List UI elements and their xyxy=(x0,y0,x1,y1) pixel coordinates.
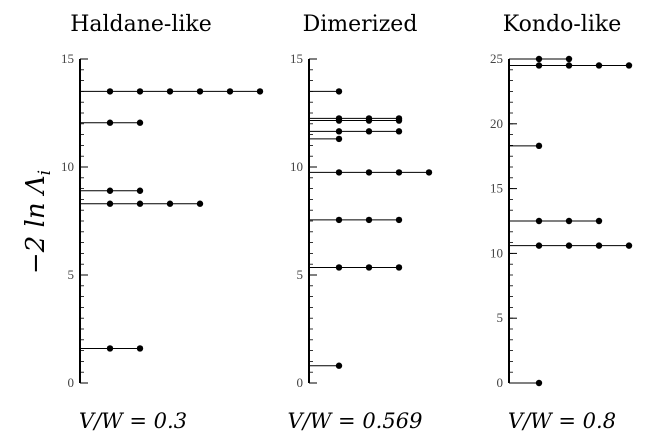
level-point xyxy=(535,217,543,225)
level-point xyxy=(335,264,343,271)
level-point xyxy=(535,242,543,249)
panel-title-dimerized: Dimerized xyxy=(303,12,418,37)
level-point xyxy=(395,264,403,271)
level-point xyxy=(136,119,144,126)
y-axis-label: −2 ln Λi xyxy=(21,170,55,274)
y-axis-label-subscript: i xyxy=(35,170,55,175)
level-point xyxy=(365,264,373,271)
level-point xyxy=(565,217,573,225)
panel-title-kondo-like: Kondo-like xyxy=(503,12,621,37)
level-point xyxy=(335,216,343,224)
panel-kondo-like: Kondo-like V/W = 0.8 0 5 10 15 20 25 xyxy=(490,12,633,433)
level-point xyxy=(106,119,114,126)
y-tick-label: 20 xyxy=(490,116,503,131)
level-point xyxy=(365,216,373,224)
y-tick-label: 0 xyxy=(297,375,304,390)
panel-dimerized: Dimerized V/W = 0.569 0 5 10 15 xyxy=(288,12,433,433)
y-tick-label: 5 xyxy=(68,267,75,282)
level-point xyxy=(335,135,343,143)
panel-subtitle-haldane-like: V/W = 0.3 xyxy=(79,409,187,433)
level-point xyxy=(565,242,573,249)
level-point xyxy=(595,62,603,69)
level-point xyxy=(595,242,603,249)
level-point xyxy=(136,187,144,194)
level-point xyxy=(595,217,603,225)
level-point xyxy=(256,88,264,95)
y-tick-label: 15 xyxy=(490,181,503,196)
y-tick-label: 10 xyxy=(61,159,74,174)
level-point xyxy=(535,62,543,69)
level-point xyxy=(106,187,114,194)
level-point xyxy=(106,88,114,95)
y-tick-label: 15 xyxy=(290,51,303,66)
level-point xyxy=(535,379,543,387)
level-point xyxy=(136,88,144,95)
level-point xyxy=(166,88,174,95)
level-point xyxy=(565,62,573,69)
level-point xyxy=(565,55,573,63)
y-tick-label: 15 xyxy=(61,51,74,66)
y-tick-label: 5 xyxy=(497,310,504,325)
y-axis-label-main: −2 ln Λ xyxy=(21,175,51,274)
level-point xyxy=(226,88,234,95)
level-point xyxy=(196,200,204,207)
panel-haldane-like: Haldane-like V/W = 0.3 0 5 10 15 xyxy=(61,12,264,433)
level-point xyxy=(535,142,543,150)
level-point xyxy=(365,115,373,122)
level-point xyxy=(136,345,144,352)
level-point xyxy=(335,128,343,135)
level-point xyxy=(365,128,373,135)
level-point xyxy=(625,242,633,249)
level-point xyxy=(196,88,204,95)
level-point xyxy=(335,88,343,95)
level-point xyxy=(625,62,633,69)
level-point xyxy=(106,345,114,352)
level-point xyxy=(395,169,403,176)
level-point xyxy=(335,362,343,369)
panel-title-haldane-like: Haldane-like xyxy=(70,12,212,37)
y-tick-label: 25 xyxy=(490,51,503,66)
y-tick-label: 10 xyxy=(290,159,303,174)
level-point xyxy=(106,200,114,207)
level-point xyxy=(365,169,373,176)
panel-subtitle-dimerized: V/W = 0.569 xyxy=(288,409,423,433)
level-point xyxy=(335,169,343,176)
level-point xyxy=(395,115,403,122)
panel-subtitle-kondo-like: V/W = 0.8 xyxy=(508,409,616,433)
level-point xyxy=(535,55,543,63)
y-tick-label: 10 xyxy=(490,245,503,260)
y-tick-label: 0 xyxy=(497,375,504,390)
level-point xyxy=(335,115,343,122)
level-point xyxy=(425,169,433,176)
level-point xyxy=(136,200,144,207)
y-tick-label: 5 xyxy=(297,267,304,282)
level-point xyxy=(395,128,403,135)
y-tick-label: 0 xyxy=(68,375,75,390)
level-point xyxy=(166,200,174,207)
level-point xyxy=(395,216,403,224)
